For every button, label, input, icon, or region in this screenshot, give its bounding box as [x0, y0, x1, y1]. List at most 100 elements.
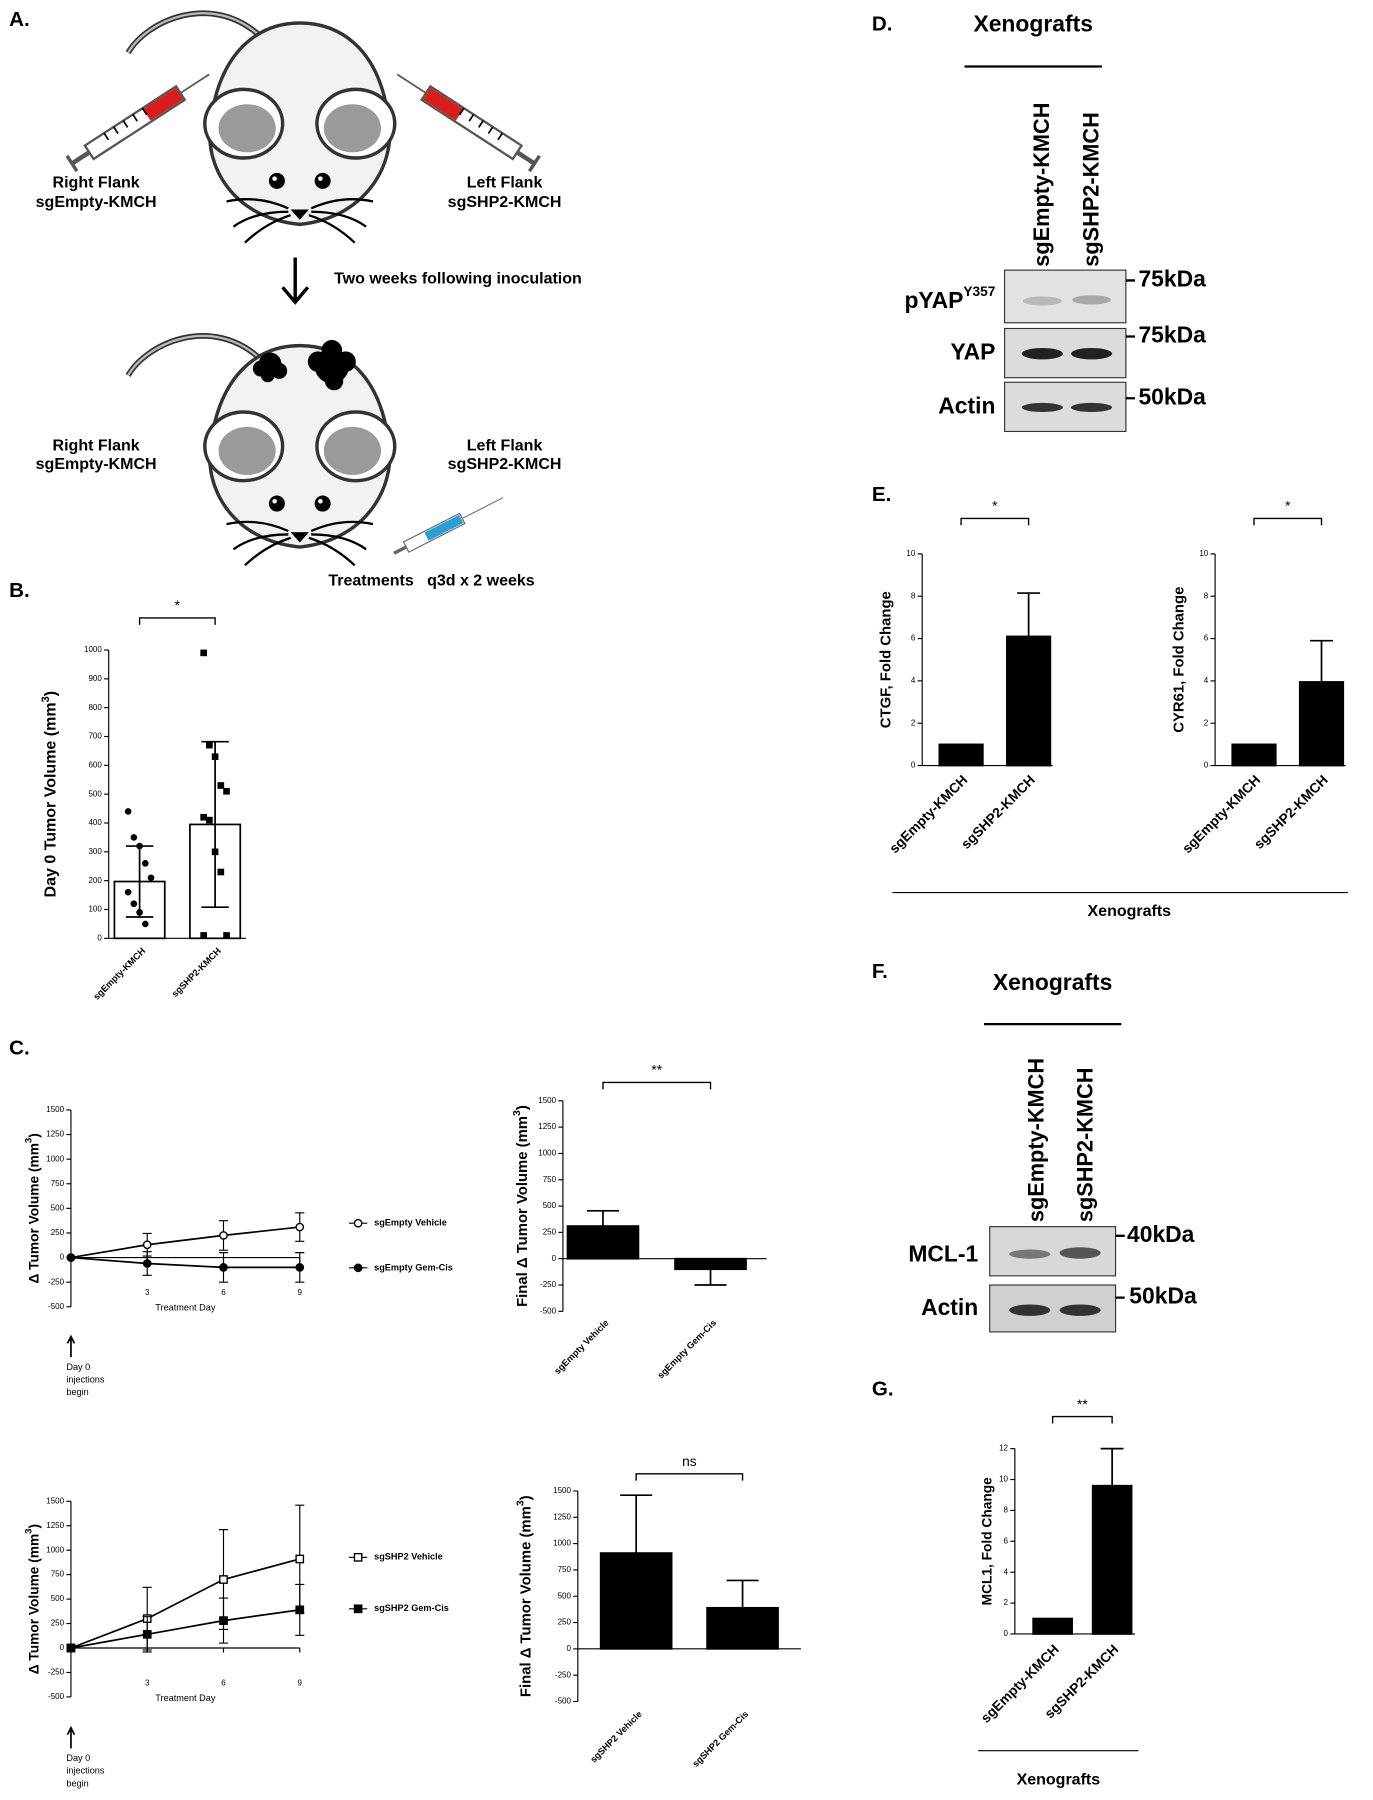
- point: [223, 932, 230, 939]
- point: [217, 868, 225, 876]
- y-tick-label: 1500: [553, 1486, 571, 1495]
- marker-tick: [1125, 279, 1136, 400]
- size-marker: 75kDa: [1138, 265, 1206, 291]
- error-bar: [620, 1494, 653, 1554]
- point: [141, 860, 149, 867]
- y-axis-label-part: ): [26, 1524, 41, 1529]
- y-axis-label: CYR61, Fold Change: [1172, 587, 1188, 733]
- group-label: Xenografts: [1017, 1772, 1101, 1789]
- y-axis-label-part: Δ Tumor Volume (mm: [26, 1534, 41, 1674]
- series-line: [70, 1226, 300, 1259]
- y-axis-label-part: ): [26, 1133, 41, 1138]
- y-axis-label-part: 3: [40, 696, 52, 702]
- y-tick-label: 700: [88, 732, 102, 741]
- y-tick-label: 1000: [46, 1154, 64, 1163]
- y-tick-label: 100: [88, 905, 102, 914]
- y-tick-label: 8: [911, 591, 916, 600]
- error-bar: [201, 740, 229, 909]
- point: [206, 816, 213, 824]
- bar: [1298, 681, 1345, 767]
- y-tick-label: 1500: [46, 1496, 64, 1505]
- note-label: Day 0: [66, 1362, 90, 1372]
- series-line: [70, 1558, 300, 1649]
- x-tick-label: sgEmpty Vehicle: [552, 1318, 610, 1376]
- band: [1009, 1249, 1051, 1259]
- y-tick-label: 1250: [46, 1130, 64, 1139]
- y-tick-label: 0: [1004, 1629, 1009, 1638]
- point: [200, 932, 207, 939]
- syringe-illustration: [67, 67, 214, 171]
- step-arrow: [281, 257, 310, 305]
- lane-label: sgEmpty-KMCH: [1023, 1058, 1048, 1222]
- y-tick-label: 500: [543, 1201, 557, 1210]
- y-tick-label: -500: [48, 1302, 65, 1311]
- x-tick-label: sgSHP2-KMCH: [958, 772, 1038, 852]
- y-tick-label: 12: [999, 1444, 1008, 1453]
- blot-strip: [1004, 269, 1127, 324]
- point: [142, 1240, 152, 1250]
- point: [211, 753, 219, 760]
- panel-label: C.: [9, 1037, 30, 1060]
- blot-title: Xenografts: [993, 969, 1112, 995]
- error-bar: [1100, 1447, 1124, 1486]
- mouse-illustration: [128, 13, 395, 242]
- point: [223, 787, 230, 795]
- point: [295, 1222, 305, 1232]
- bar: [1032, 1617, 1073, 1635]
- x-tick-label: sgSHP2 Gem-Cis: [690, 1709, 750, 1769]
- point: [206, 741, 213, 749]
- y-tick-label: 200: [88, 876, 102, 885]
- bar: [938, 743, 984, 767]
- y-tick-label: 250: [558, 1618, 572, 1627]
- point: [124, 808, 132, 815]
- y-tick-label: 500: [51, 1203, 65, 1212]
- y-axis-label-part: 3: [23, 1528, 34, 1533]
- y-axis-label-part: ): [43, 691, 60, 696]
- legend-label: sgEmpty Vehicle: [374, 1218, 447, 1228]
- y-axis-label: Final Δ Tumor Volume (mm3): [515, 1495, 534, 1697]
- y-tick-label: 0: [97, 933, 102, 942]
- y-tick-label: 750: [51, 1570, 65, 1579]
- y-tick-label: 0: [60, 1643, 65, 1652]
- western-blot: Xenografts sgEmpty-KMCH sgSHP2-KMCH pYAP…: [904, 10, 1206, 433]
- blot-row-label: Actin: [938, 392, 995, 418]
- legend-label: sgSHP2 Vehicle: [374, 1552, 443, 1562]
- point: [200, 813, 207, 821]
- syringe-illustration: [393, 497, 504, 555]
- y-tick-label: 4: [1204, 676, 1209, 685]
- x-axis-label: Treatment Day: [155, 1693, 216, 1703]
- x-tick-label: 9: [298, 1679, 303, 1688]
- y-tick-label: 0: [552, 1254, 557, 1263]
- bar: [674, 1257, 747, 1271]
- y-tick-label: 750: [543, 1175, 557, 1184]
- point: [295, 1263, 305, 1272]
- lane-label: sgSHP2-KMCH: [1073, 1068, 1098, 1222]
- legend-marker: [353, 1552, 363, 1562]
- y-tick-label: 8: [1204, 591, 1209, 600]
- y-tick-label: 2: [1004, 1598, 1009, 1607]
- y-tick-label: 4: [1004, 1567, 1009, 1576]
- marker-tick: [1115, 1234, 1125, 1299]
- x-tick-label: sgEmpty Gem-Cis: [655, 1318, 718, 1381]
- y-tick-label: 0: [1204, 761, 1209, 770]
- x-tick-label: sgSHP2-KMCH: [1251, 772, 1331, 852]
- band: [1059, 1247, 1101, 1259]
- significance-bracket: [960, 517, 1030, 526]
- x-tick-label: 6: [221, 1288, 226, 1297]
- y-tick-label: -250: [555, 1670, 572, 1679]
- flank-label: Right Flank: [53, 438, 140, 455]
- significance-label: *: [1285, 499, 1291, 514]
- note-label: begin: [66, 1778, 88, 1788]
- point: [219, 1575, 228, 1584]
- point: [130, 834, 138, 841]
- point: [66, 1643, 76, 1653]
- error-bar: [1310, 639, 1333, 682]
- size-marker: 75kDa: [1138, 322, 1206, 348]
- lane-label: sgSHP2-KMCH: [1078, 112, 1103, 266]
- bar: [1231, 743, 1277, 767]
- y-tick-label: 900: [88, 674, 102, 683]
- bar: [1091, 1484, 1133, 1635]
- y-axis-label-part: ): [518, 1495, 534, 1500]
- x-tick-label: 6: [221, 1679, 226, 1688]
